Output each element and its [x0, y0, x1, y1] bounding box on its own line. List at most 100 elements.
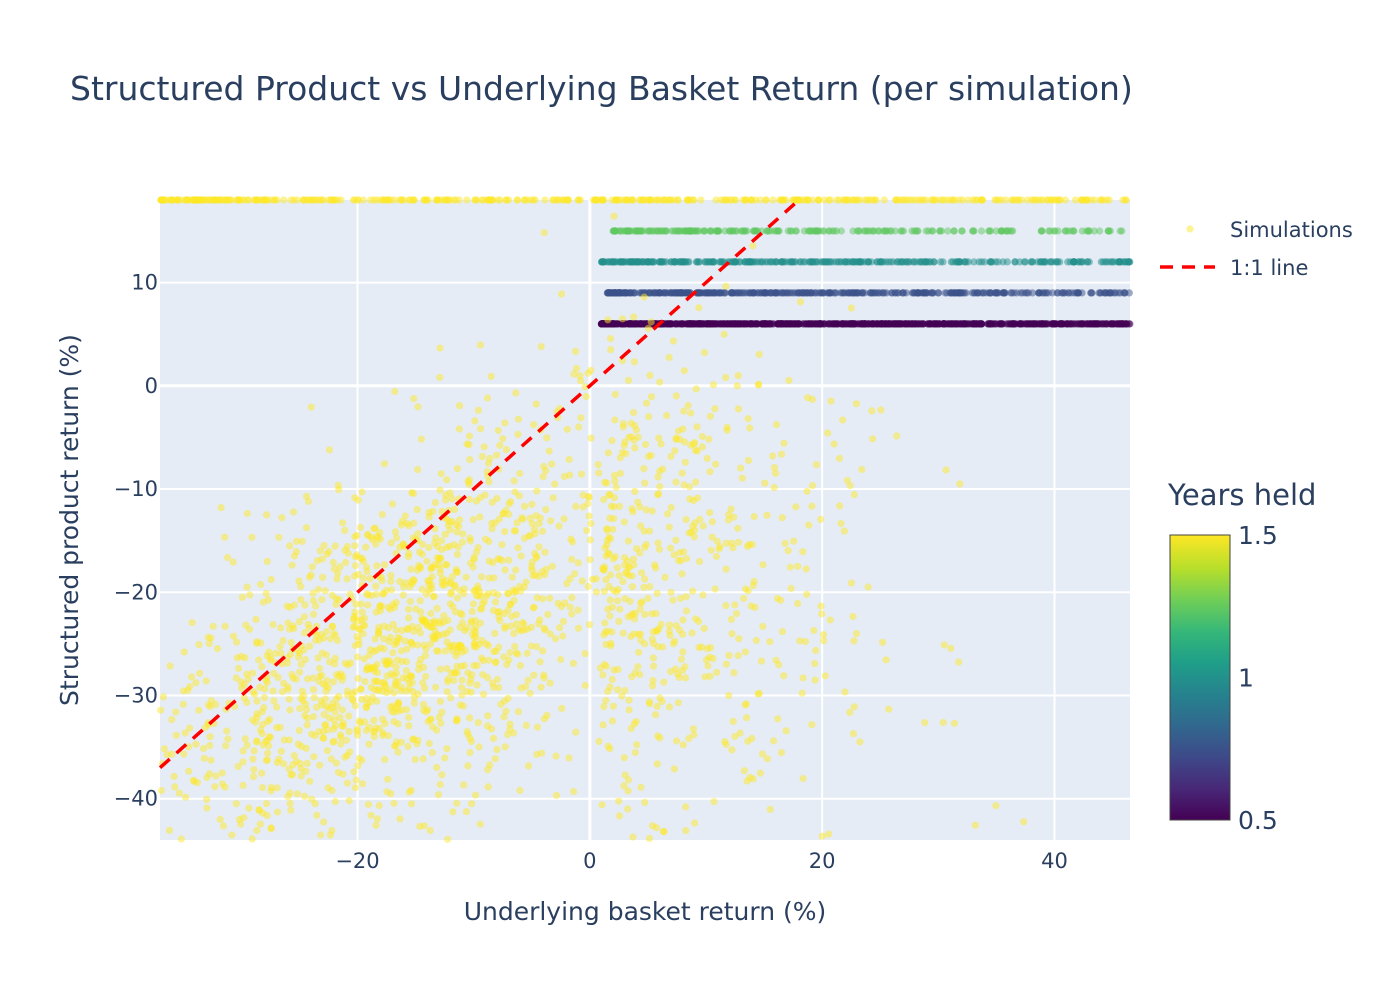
legend[interactable]: Simulations 1:1 line — [1160, 218, 1353, 280]
data-point — [600, 495, 608, 504]
data-point — [209, 622, 217, 630]
data-point — [1023, 320, 1031, 328]
data-point — [504, 590, 512, 598]
data-point — [602, 576, 610, 584]
data-point — [252, 615, 260, 624]
data-point — [397, 647, 405, 655]
data-point — [343, 779, 351, 787]
data-point — [634, 663, 642, 671]
data-point — [821, 672, 829, 680]
data-point — [696, 320, 704, 328]
data-point — [695, 227, 703, 235]
data-point — [540, 624, 548, 632]
data-point — [634, 433, 642, 441]
data-point — [594, 461, 602, 469]
data-point — [869, 435, 877, 443]
data-point — [491, 598, 500, 606]
data-point — [994, 258, 1002, 266]
data-point — [320, 734, 328, 742]
data-point — [467, 619, 475, 627]
data-point — [484, 783, 492, 791]
data-point — [979, 289, 988, 297]
data-point — [631, 748, 639, 757]
data-point — [566, 471, 574, 479]
data-point — [212, 772, 220, 780]
data-point — [606, 571, 615, 579]
data-point — [625, 696, 633, 704]
reference-line-1-to-1 — [158, 198, 801, 770]
data-point — [855, 289, 863, 297]
data-point — [1105, 196, 1113, 204]
data-point — [335, 673, 343, 681]
data-point — [689, 587, 697, 595]
data-point — [415, 548, 424, 556]
data-point — [692, 478, 700, 486]
data-point — [820, 196, 829, 204]
data-point — [584, 500, 592, 508]
data-point — [433, 763, 441, 772]
data-point — [619, 420, 628, 428]
data-point — [722, 373, 730, 382]
data-point — [453, 568, 462, 577]
legend-label-reference-line[interactable]: 1:1 line — [1230, 256, 1308, 280]
data-point — [653, 589, 661, 597]
data-point — [480, 443, 488, 451]
data-point — [301, 712, 309, 720]
data-point — [243, 583, 251, 591]
data-point — [568, 610, 576, 618]
data-point — [641, 479, 649, 487]
data-point — [370, 667, 378, 675]
data-point — [180, 750, 188, 758]
data-point — [970, 258, 978, 266]
data-point — [455, 196, 463, 204]
data-point — [512, 587, 520, 595]
legend-label-simulations[interactable]: Simulations — [1230, 218, 1353, 242]
y-tick-label: 10 — [131, 271, 158, 295]
data-point — [732, 320, 740, 328]
data-point — [329, 558, 337, 567]
data-point — [700, 348, 709, 357]
data-point — [330, 737, 338, 745]
data-point — [425, 513, 433, 521]
data-point — [319, 573, 327, 581]
data-point — [570, 370, 578, 378]
data-point — [284, 792, 292, 801]
data-point — [500, 610, 509, 618]
data-point — [538, 749, 546, 757]
data-point — [1078, 196, 1086, 204]
data-point — [654, 732, 662, 740]
data-point — [479, 690, 488, 698]
data-point — [798, 289, 806, 297]
data-point — [300, 613, 308, 621]
data-point — [396, 577, 404, 586]
data-point — [757, 657, 766, 665]
data-point — [619, 629, 627, 637]
data-point — [1071, 196, 1079, 204]
data-point — [640, 583, 648, 591]
data-point — [375, 685, 383, 694]
data-point — [318, 671, 326, 679]
data-point — [787, 289, 795, 297]
data-point — [259, 598, 267, 606]
data-point — [380, 622, 388, 630]
data-point — [373, 660, 381, 669]
data-point — [375, 801, 383, 810]
data-point — [670, 765, 679, 773]
data-point — [627, 611, 635, 620]
data-point — [652, 711, 660, 719]
data-point — [950, 289, 958, 297]
data-point — [469, 516, 477, 524]
data-point — [770, 483, 778, 492]
data-point — [170, 772, 178, 781]
data-point — [540, 229, 548, 237]
data-point — [630, 313, 638, 321]
data-point — [367, 811, 375, 819]
data-point — [410, 699, 418, 707]
data-point — [552, 635, 560, 643]
data-point — [331, 798, 339, 806]
data-point — [384, 732, 392, 740]
data-point — [877, 320, 885, 328]
data-point — [373, 646, 381, 654]
data-point — [468, 607, 476, 616]
